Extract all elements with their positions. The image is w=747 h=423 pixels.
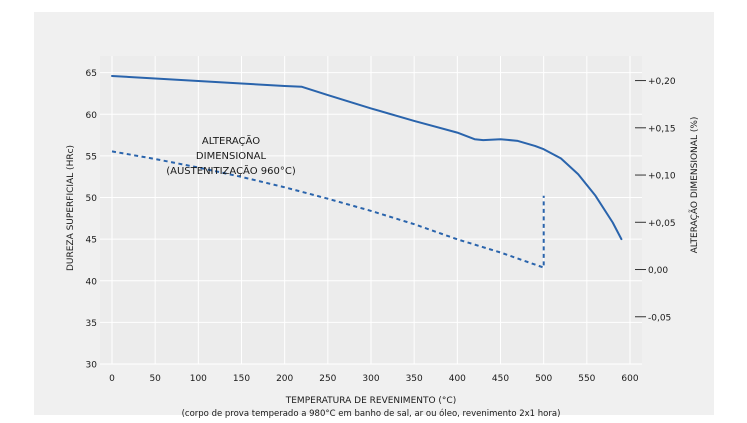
y2-tick-label: +0,05: [648, 219, 676, 229]
x-tick-label: 0: [109, 374, 115, 384]
y2-tick-label: 0,00: [648, 266, 668, 276]
y-tick-label: 50: [86, 194, 98, 204]
annotation-line-3: (AUSTENITIZAÇÃO 960°C): [166, 164, 296, 177]
data-series: [111, 75, 623, 269]
x-tick-label: 100: [190, 374, 207, 384]
y-tick-label: 40: [86, 277, 98, 287]
x-axis-caption: (corpo de prova temperado a 980°C em ban…: [182, 408, 561, 419]
y-tick-label: 35: [86, 319, 97, 329]
dimensional-change-line: [111, 150, 545, 269]
y2-tick-label: +0,10: [648, 172, 676, 182]
x-tick-label: 400: [449, 374, 466, 384]
x-tick-label: 350: [406, 374, 423, 384]
x-tick-label: 150: [233, 374, 250, 384]
x-tick-label: 450: [492, 374, 509, 384]
tick-labels: 30 35 40 45 50 55 60 65 0 50 100 150 200 250 300 350 400…: [86, 69, 676, 384]
x-axis-label: TEMPERATURA DE REVENIMENTO (°C): [285, 396, 456, 406]
x-tick-label: 600: [621, 374, 638, 384]
x-tick-label: 300: [362, 374, 379, 384]
y2-tick-label: +0,20: [648, 77, 676, 87]
y2-tick-label: +0,15: [648, 124, 676, 134]
y-tick-label: 30: [86, 361, 98, 371]
y-tick-label: 45: [86, 236, 97, 246]
annotation-line-2: DIMENSIONAL: [196, 151, 267, 162]
axes: [635, 80, 646, 318]
y-tick-label: 60: [86, 111, 98, 121]
y-axis-label: DUREZA SUPERFICIAL (HRc): [66, 145, 76, 271]
x-tick-label: 200: [276, 374, 293, 384]
y-tick-label: 55: [86, 152, 97, 162]
y2-axis-label: ALTERAÇÃO DIMENSIONAL (%): [689, 117, 700, 254]
x-tick-label: 550: [578, 374, 595, 384]
y2-tick-label: -0,05: [648, 313, 671, 323]
y-tick-label: 65: [86, 69, 97, 79]
x-tick-label: 50: [149, 374, 161, 384]
annotation-line-1: ALTERAÇÃO: [202, 134, 260, 147]
x-tick-label: 250: [319, 374, 336, 384]
hardness-line: [111, 75, 623, 241]
x-tick-label: 500: [535, 374, 552, 384]
